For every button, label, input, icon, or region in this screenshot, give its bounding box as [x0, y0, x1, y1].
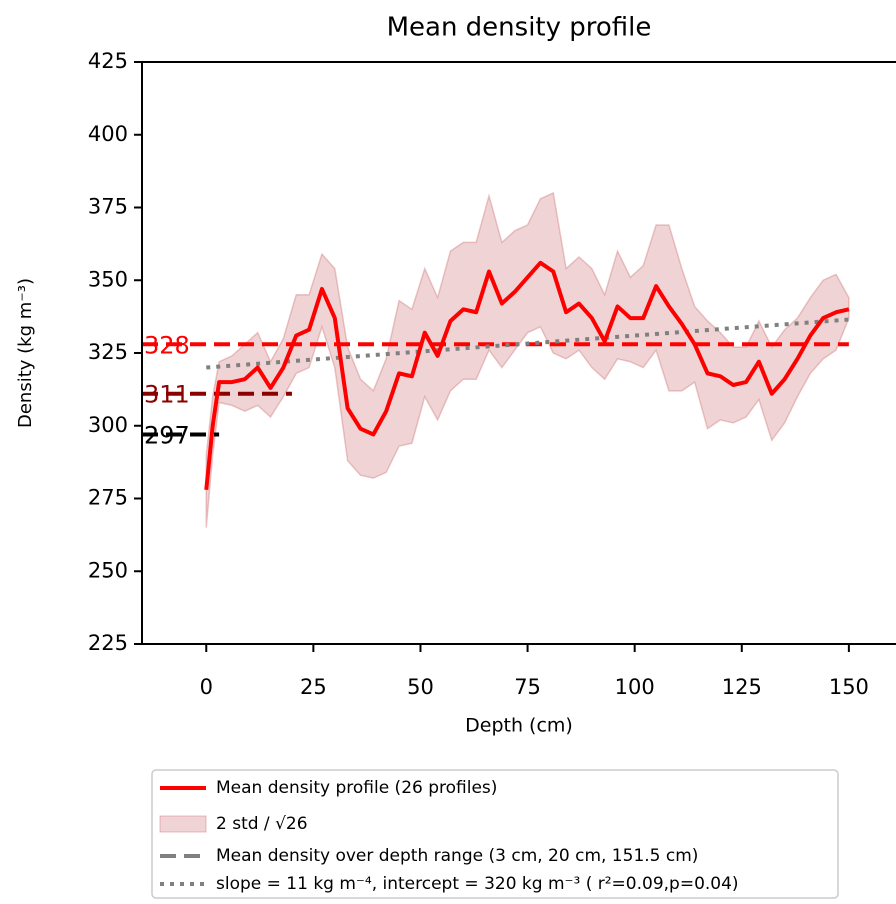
reference-label: 297	[144, 421, 190, 449]
x-tick-label: 75	[514, 675, 541, 699]
legend-label: 2 std / √26	[216, 814, 308, 834]
y-axis-label: Density (kg m⁻³)	[15, 278, 36, 428]
y-tick-label: 350	[88, 267, 128, 291]
chart-title: Mean density profile	[387, 13, 652, 43]
legend-label: Mean density over depth range (3 cm, 20 …	[216, 846, 698, 866]
reference-label: 311	[144, 381, 190, 409]
x-tick-label: 100	[615, 675, 655, 699]
legend-handle	[159, 815, 207, 833]
y-tick-label: 325	[88, 340, 128, 364]
x-tick-label: 25	[300, 675, 327, 699]
y-tick-label: 300	[88, 413, 128, 437]
mean-line	[204, 260, 850, 490]
reference-label: 328	[144, 331, 190, 359]
y-tick-label: 375	[88, 195, 128, 219]
x-axis-label: Depth (cm)	[465, 715, 573, 737]
legend-label: slope = 11 kg m⁻⁴, intercept = 320 kg m⁻…	[216, 874, 739, 894]
x-tick-label: 150	[829, 675, 869, 699]
x-tick-label: 0	[200, 675, 213, 699]
y-tick-label: 250	[88, 558, 128, 582]
y-tick-label: 225	[88, 631, 128, 655]
x-tick-label: 125	[722, 675, 762, 699]
std-band	[205, 191, 850, 528]
legend-box	[151, 769, 839, 899]
y-tick-label: 425	[88, 49, 128, 73]
legend-label: Mean density profile (26 profiles)	[216, 778, 497, 798]
y-tick-label: 400	[88, 122, 128, 146]
y-tick-label: 275	[88, 486, 128, 510]
trend-line	[206, 317, 850, 370]
x-tick-label: 50	[407, 675, 434, 699]
